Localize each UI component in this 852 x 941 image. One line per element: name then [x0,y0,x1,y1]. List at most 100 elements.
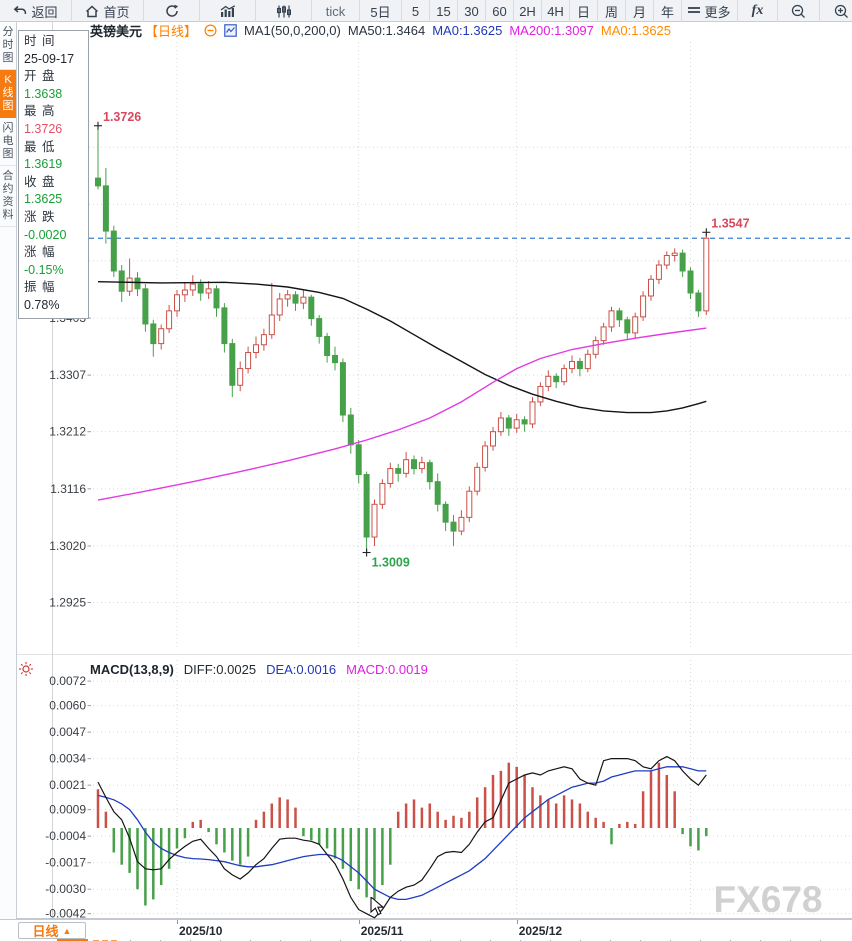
candle [189,283,196,291]
month-tick [177,920,178,924]
zoom-in-button[interactable] [820,0,852,22]
h2-button[interactable]: 2H [514,0,542,22]
tick-label: tick [325,3,346,19]
ma200-value: MA200:1.3097 [509,23,594,38]
sidebar-tab-char: 分 [2,26,14,38]
candle [624,319,631,334]
m30-button[interactable]: 30 [458,0,486,22]
candle [355,444,362,476]
tooltip-row-label: 涨 跌 [24,209,56,224]
ohlc-tooltip: 时 间 25-09-17 开 盘 1.3638 最 高 1.3726 最 低 1.3619 收 … [18,30,89,319]
tooltip-row-label: 最 高 [24,104,56,119]
month-tick [516,920,518,924]
m60-button[interactable]: 60 [486,0,514,22]
sidebar-tab-lightning[interactable]: 闪电图 [0,118,16,166]
h4-button[interactable]: 4H [542,0,570,22]
dea-line [97,766,707,901]
sidebar-tab-char: 电 [2,135,14,147]
macd-gridlines: 0.0072 0.0060 0.0047 0.0034 0.0021 0.0009 -0.0… [45,674,852,921]
tick-button[interactable]: tick [312,0,360,22]
macd-axis-label: -0.0017 [45,856,86,870]
candle [521,419,528,425]
candle [379,482,386,505]
m5-button[interactable]: 5 [402,0,430,22]
d5-button[interactable]: 5日 [360,0,402,22]
macd-diff-value: DIFF:0.0025 [183,662,257,677]
candle [640,295,647,318]
candle [632,316,639,334]
macd-axis-label: 0.0047 [49,725,86,739]
price-axis-label: 1.3116 [50,482,86,496]
candle [347,414,354,446]
tooltip-row-value: 25-09-17 [24,51,75,66]
candle [166,310,173,330]
zoom-out-button[interactable] [778,0,820,22]
candle [616,310,623,321]
tooltip-row-label: 时 间 [24,34,56,48]
macd-axis-label: 0.0060 [49,699,86,713]
sidebar-tab-char: 合 [2,170,14,182]
area-chart-icon [220,4,236,18]
refresh-icon [165,4,179,18]
macd-header: MACD(13,8,9) DIFF:0.0025 DEA:0.0016 MACD… [90,662,428,677]
candle [418,462,425,470]
candle [600,326,607,342]
home-label: 首页 [103,4,130,20]
ma50-value: MA50:1.3464 [347,23,426,38]
day-button[interactable]: 日 [570,0,598,22]
tooltip-row-label: 振 幅 [24,280,56,295]
sidebar-tab-char: 闪 [2,122,14,134]
ma0-orange-value: MA0:1.3625 [600,23,672,38]
fx-label: fx [751,3,764,18]
sidebar-tab-char: 资 [2,196,14,208]
more-button[interactable]: 更多 [682,0,738,22]
candle [387,468,394,484]
back-icon [13,5,27,18]
more-label: 更多 [704,4,731,20]
macd-dea-value: DEA:0.0016 [266,662,337,677]
collapse-icon[interactable] [204,24,217,37]
candle [284,294,291,300]
macd-axis-label: -0.0030 [45,882,86,896]
refresh-button[interactable] [144,0,200,22]
m15-button[interactable]: 15 [430,0,458,22]
indicator-settings-sun-icon[interactable] [18,661,34,682]
candle [553,375,560,383]
fx-button[interactable]: fx [738,0,778,22]
sidebar-tab-contract-info[interactable]: 合约资料 [0,166,16,227]
candle [679,252,686,272]
tooltip-row-value: 0.78% [24,297,60,312]
macd-settings-label: MACD(13,8,9) [90,662,174,677]
week-button[interactable]: 周 [598,0,626,22]
month-tick [358,920,360,924]
candle [490,431,496,447]
month-label: 月 [632,4,646,20]
back-button[interactable]: 返回 [0,0,72,22]
candle [205,288,212,294]
candle [655,264,662,280]
candle [411,459,417,470]
d5-label: 5日 [370,4,391,20]
m15-label: 15 [436,3,451,19]
year-button[interactable]: 年 [654,0,682,22]
sidebar-tab-timeshare[interactable]: 分时图 [0,22,16,70]
candle [474,466,481,492]
candle [332,354,338,364]
tooltip-row-value: 1.3619 [24,157,63,172]
candle [703,237,710,312]
candle-chart-button[interactable] [256,0,312,22]
m5-label: 5 [411,3,420,19]
year-label: 年 [660,4,674,20]
period-selector-button[interactable]: 日线 ▲ [18,922,86,939]
candle [671,252,678,257]
indicator-chart-icon[interactable] [224,24,237,37]
home-button[interactable]: 首页 [72,0,144,22]
month-button[interactable]: 月 [626,0,654,22]
candle [561,368,568,383]
area-chart-button[interactable] [200,0,256,22]
candle [576,360,583,370]
chevron-up-icon: ▲ [62,925,72,936]
price-axis-label: 1.2925 [49,596,86,610]
candle [237,368,244,386]
